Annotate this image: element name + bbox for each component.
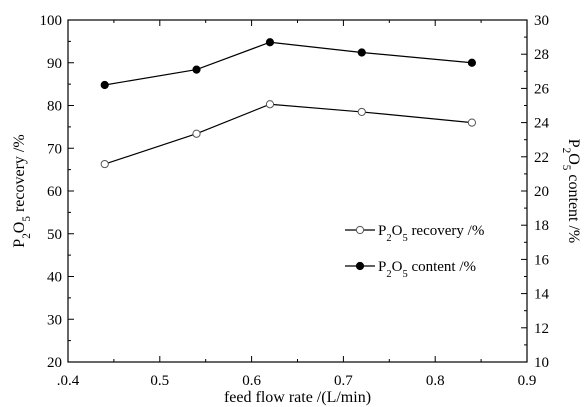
ticks: .0.4 0.5 0.6 0.7 0.8 0.9 20 30 40 50 60 70 80 90 100 10… <box>40 13 550 389</box>
x-tick-label: 0.8 <box>426 373 445 389</box>
series-line-2 <box>104 41 472 86</box>
y-right-tick-label: 22 <box>534 150 549 166</box>
y-right-tick-label: 28 <box>534 47 549 63</box>
y-left-axis-title: P2O5 recovery /% <box>11 134 33 247</box>
y-right-tick-label: 12 <box>534 321 549 337</box>
legend: P2O5 recovery /% P2O5 content /% <box>345 223 484 280</box>
x-tick-label: 0.5 <box>150 373 169 389</box>
y-left-tick-label: 80 <box>47 99 62 115</box>
plot-frame <box>67 19 528 363</box>
x-tick-label: .0.4 <box>57 373 80 389</box>
y-right-tick-label: 14 <box>534 287 550 303</box>
data-point <box>192 129 201 138</box>
legend-marker-1 <box>355 225 365 235</box>
data-point <box>357 48 366 57</box>
y-left-tick-label: 30 <box>47 312 62 328</box>
legend-entry-1: P2O5 recovery /% <box>378 223 484 244</box>
data-point <box>100 159 109 169</box>
x-tick-label: 0.7 <box>334 373 353 389</box>
y-right-tick-label: 24 <box>534 116 550 132</box>
y-left-tick-label: 20 <box>47 355 62 371</box>
data-point <box>357 107 366 117</box>
y-left-tick-label: 40 <box>47 270 62 286</box>
legend-entry-2: P2O5 content /% <box>378 259 476 280</box>
y-right-tick-label: 18 <box>534 218 549 234</box>
data-point <box>467 58 477 67</box>
series <box>100 38 477 169</box>
y-left-tick-label: 70 <box>47 141 62 157</box>
data-point <box>467 118 477 127</box>
x-tick-label: 0.9 <box>518 373 537 389</box>
axes <box>67 19 528 363</box>
data-point <box>100 80 109 90</box>
y-right-axis-title: P2O5 content /% <box>560 139 582 244</box>
y-left-tick-label: 90 <box>47 56 62 72</box>
y-right-tick-label: 20 <box>534 184 549 200</box>
series-line-1 <box>104 103 472 165</box>
x-tick-label: 0.6 <box>242 373 261 389</box>
data-point <box>265 100 275 109</box>
y-right-tick-label: 16 <box>534 252 550 268</box>
y-right-tick-label: 10 <box>534 355 549 371</box>
y-right-tick-label: 30 <box>534 13 549 29</box>
y-right-tick-label: 26 <box>534 81 550 97</box>
x-axis-title: feed flow rate /(L/min) <box>224 389 371 406</box>
data-point <box>192 65 201 74</box>
axis-titles: feed flow rate /(L/min)P2O5 recovery /% P… <box>11 134 582 406</box>
y-left-tick-label: 50 <box>47 227 62 243</box>
data-point <box>265 38 275 47</box>
y-left-tick-label: 60 <box>47 184 62 200</box>
legend-marker-2 <box>355 261 365 271</box>
y-left-tick-label: 100 <box>40 13 63 29</box>
